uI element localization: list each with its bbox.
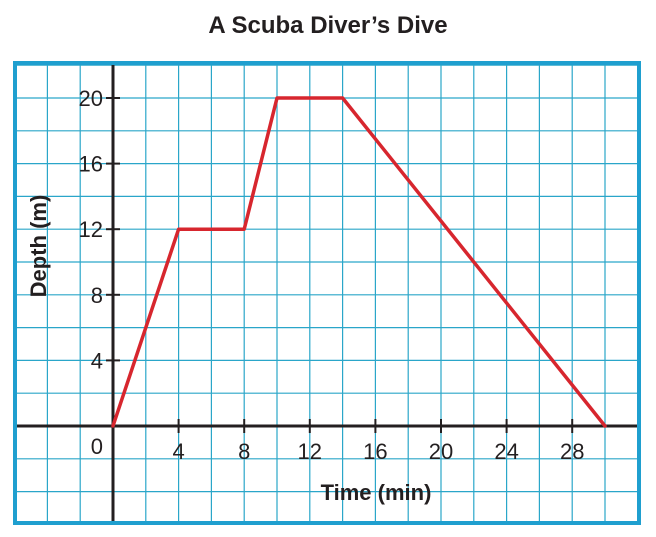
- x-tick-label: 28: [560, 439, 584, 464]
- y-axis-label: Depth (m): [26, 195, 51, 298]
- plot-frame: [13, 61, 641, 525]
- y-tick-label: 12: [79, 217, 103, 242]
- y-tick-label: 20: [79, 86, 103, 111]
- data-series: [111, 96, 607, 428]
- origin-label: 0: [91, 434, 103, 459]
- y-tick-label: 4: [91, 348, 103, 373]
- x-tick-label: 4: [172, 439, 184, 464]
- series-line: [111, 96, 607, 428]
- x-tick-label: 16: [363, 439, 387, 464]
- x-axis-label: Time (min): [321, 480, 432, 505]
- y-tick-label: 8: [91, 283, 103, 308]
- y-tick-label: 16: [79, 152, 103, 177]
- x-tick-label: 8: [238, 439, 250, 464]
- axes: [17, 65, 637, 521]
- chart-title: A Scuba Diver’s Dive: [208, 12, 448, 39]
- x-tick-label: 20: [429, 439, 453, 464]
- x-tick-label: 12: [298, 439, 322, 464]
- grid-lines: [15, 63, 639, 523]
- x-tick-label: 24: [494, 439, 518, 464]
- tick-labels: 4 8 12 16 20 24 28 4 8 12 16 20 0: [79, 86, 585, 464]
